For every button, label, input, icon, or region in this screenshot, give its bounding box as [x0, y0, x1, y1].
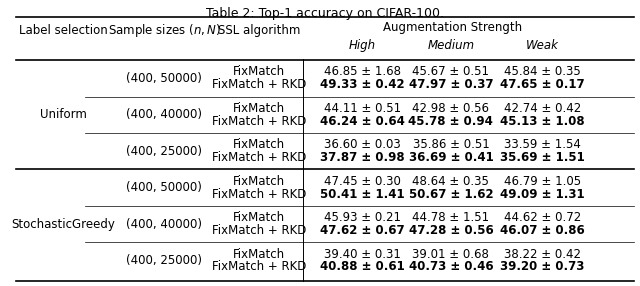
Text: StochasticGreedy: StochasticGreedy — [12, 218, 115, 231]
Text: 47.28 ± 0.56: 47.28 ± 0.56 — [408, 224, 493, 237]
Text: Table 2: Top-1 accuracy on CIFAR-100.: Table 2: Top-1 accuracy on CIFAR-100. — [206, 7, 444, 20]
Text: 47.65 ± 0.17: 47.65 ± 0.17 — [500, 78, 584, 91]
Text: (400, 25000): (400, 25000) — [126, 145, 202, 158]
Text: 38.22 ± 0.42: 38.22 ± 0.42 — [504, 248, 581, 261]
Text: 46.24 ± 0.64: 46.24 ± 0.64 — [320, 115, 405, 128]
Text: 46.85 ± 1.68: 46.85 ± 1.68 — [324, 65, 401, 78]
Text: 49.09 ± 1.31: 49.09 ± 1.31 — [500, 188, 584, 200]
Text: FixMatch + RKD: FixMatch + RKD — [212, 188, 306, 200]
Text: FixMatch + RKD: FixMatch + RKD — [212, 78, 306, 91]
Text: 47.97 ± 0.37: 47.97 ± 0.37 — [409, 78, 493, 91]
Text: FixMatch + RKD: FixMatch + RKD — [212, 224, 306, 237]
Text: SSL algorithm: SSL algorithm — [218, 23, 300, 37]
Text: (400, 40000): (400, 40000) — [126, 218, 202, 231]
Text: FixMatch: FixMatch — [233, 138, 285, 151]
Text: 33.59 ± 1.54: 33.59 ± 1.54 — [504, 138, 580, 151]
Text: 45.78 ± 0.94: 45.78 ± 0.94 — [408, 115, 493, 128]
Text: FixMatch: FixMatch — [233, 102, 285, 115]
Text: 42.98 ± 0.56: 42.98 ± 0.56 — [412, 102, 490, 115]
Text: 44.11 ± 0.51: 44.11 ± 0.51 — [324, 102, 401, 115]
Text: Weak: Weak — [526, 39, 559, 52]
Text: 39.40 ± 0.31: 39.40 ± 0.31 — [324, 248, 401, 261]
Text: 39.01 ± 0.68: 39.01 ± 0.68 — [413, 248, 490, 261]
Text: 50.67 ± 1.62: 50.67 ± 1.62 — [408, 188, 493, 200]
Text: 45.84 ± 0.35: 45.84 ± 0.35 — [504, 65, 580, 78]
Text: 45.13 ± 1.08: 45.13 ± 1.08 — [500, 115, 584, 128]
Text: (400, 40000): (400, 40000) — [126, 108, 202, 121]
Text: 40.88 ± 0.61: 40.88 ± 0.61 — [321, 261, 405, 273]
Text: FixMatch: FixMatch — [233, 248, 285, 261]
Text: Medium: Medium — [428, 39, 474, 52]
Text: Augmentation Strength: Augmentation Strength — [383, 21, 522, 34]
Text: 44.62 ± 0.72: 44.62 ± 0.72 — [504, 211, 581, 224]
Text: FixMatch: FixMatch — [233, 211, 285, 224]
Text: 36.60 ± 0.03: 36.60 ± 0.03 — [324, 138, 401, 151]
Text: 50.41 ± 1.41: 50.41 ± 1.41 — [321, 188, 405, 200]
Text: 46.79 ± 1.05: 46.79 ± 1.05 — [504, 175, 581, 188]
Text: (400, 25000): (400, 25000) — [126, 254, 202, 267]
Text: Sample sizes $(n, N)$: Sample sizes $(n, N)$ — [108, 21, 221, 39]
Text: 46.07 ± 0.86: 46.07 ± 0.86 — [500, 224, 585, 237]
Text: 45.67 ± 0.51: 45.67 ± 0.51 — [412, 65, 490, 78]
Text: 37.87 ± 0.98: 37.87 ± 0.98 — [321, 151, 405, 164]
Text: 35.69 ± 1.51: 35.69 ± 1.51 — [500, 151, 585, 164]
Text: FixMatch: FixMatch — [233, 65, 285, 78]
Text: High: High — [349, 39, 376, 52]
Text: Label selection: Label selection — [19, 23, 108, 37]
Text: 39.20 ± 0.73: 39.20 ± 0.73 — [500, 261, 584, 273]
Text: 49.33 ± 0.42: 49.33 ± 0.42 — [321, 78, 405, 91]
Text: 48.64 ± 0.35: 48.64 ± 0.35 — [413, 175, 490, 188]
Text: FixMatch: FixMatch — [233, 175, 285, 188]
Text: 47.45 ± 0.30: 47.45 ± 0.30 — [324, 175, 401, 188]
Text: 40.73 ± 0.46: 40.73 ± 0.46 — [408, 261, 493, 273]
Text: Uniform: Uniform — [40, 108, 87, 121]
Text: 44.78 ± 1.51: 44.78 ± 1.51 — [412, 211, 490, 224]
Text: 36.69 ± 0.41: 36.69 ± 0.41 — [408, 151, 493, 164]
Text: 47.62 ± 0.67: 47.62 ± 0.67 — [321, 224, 405, 237]
Text: (400, 50000): (400, 50000) — [126, 181, 202, 194]
Text: FixMatch + RKD: FixMatch + RKD — [212, 261, 306, 273]
Text: 35.86 ± 0.51: 35.86 ± 0.51 — [413, 138, 490, 151]
Text: 42.74 ± 0.42: 42.74 ± 0.42 — [504, 102, 581, 115]
Text: 45.93 ± 0.21: 45.93 ± 0.21 — [324, 211, 401, 224]
Text: FixMatch + RKD: FixMatch + RKD — [212, 151, 306, 164]
Text: (400, 50000): (400, 50000) — [126, 72, 202, 85]
Text: FixMatch + RKD: FixMatch + RKD — [212, 115, 306, 128]
